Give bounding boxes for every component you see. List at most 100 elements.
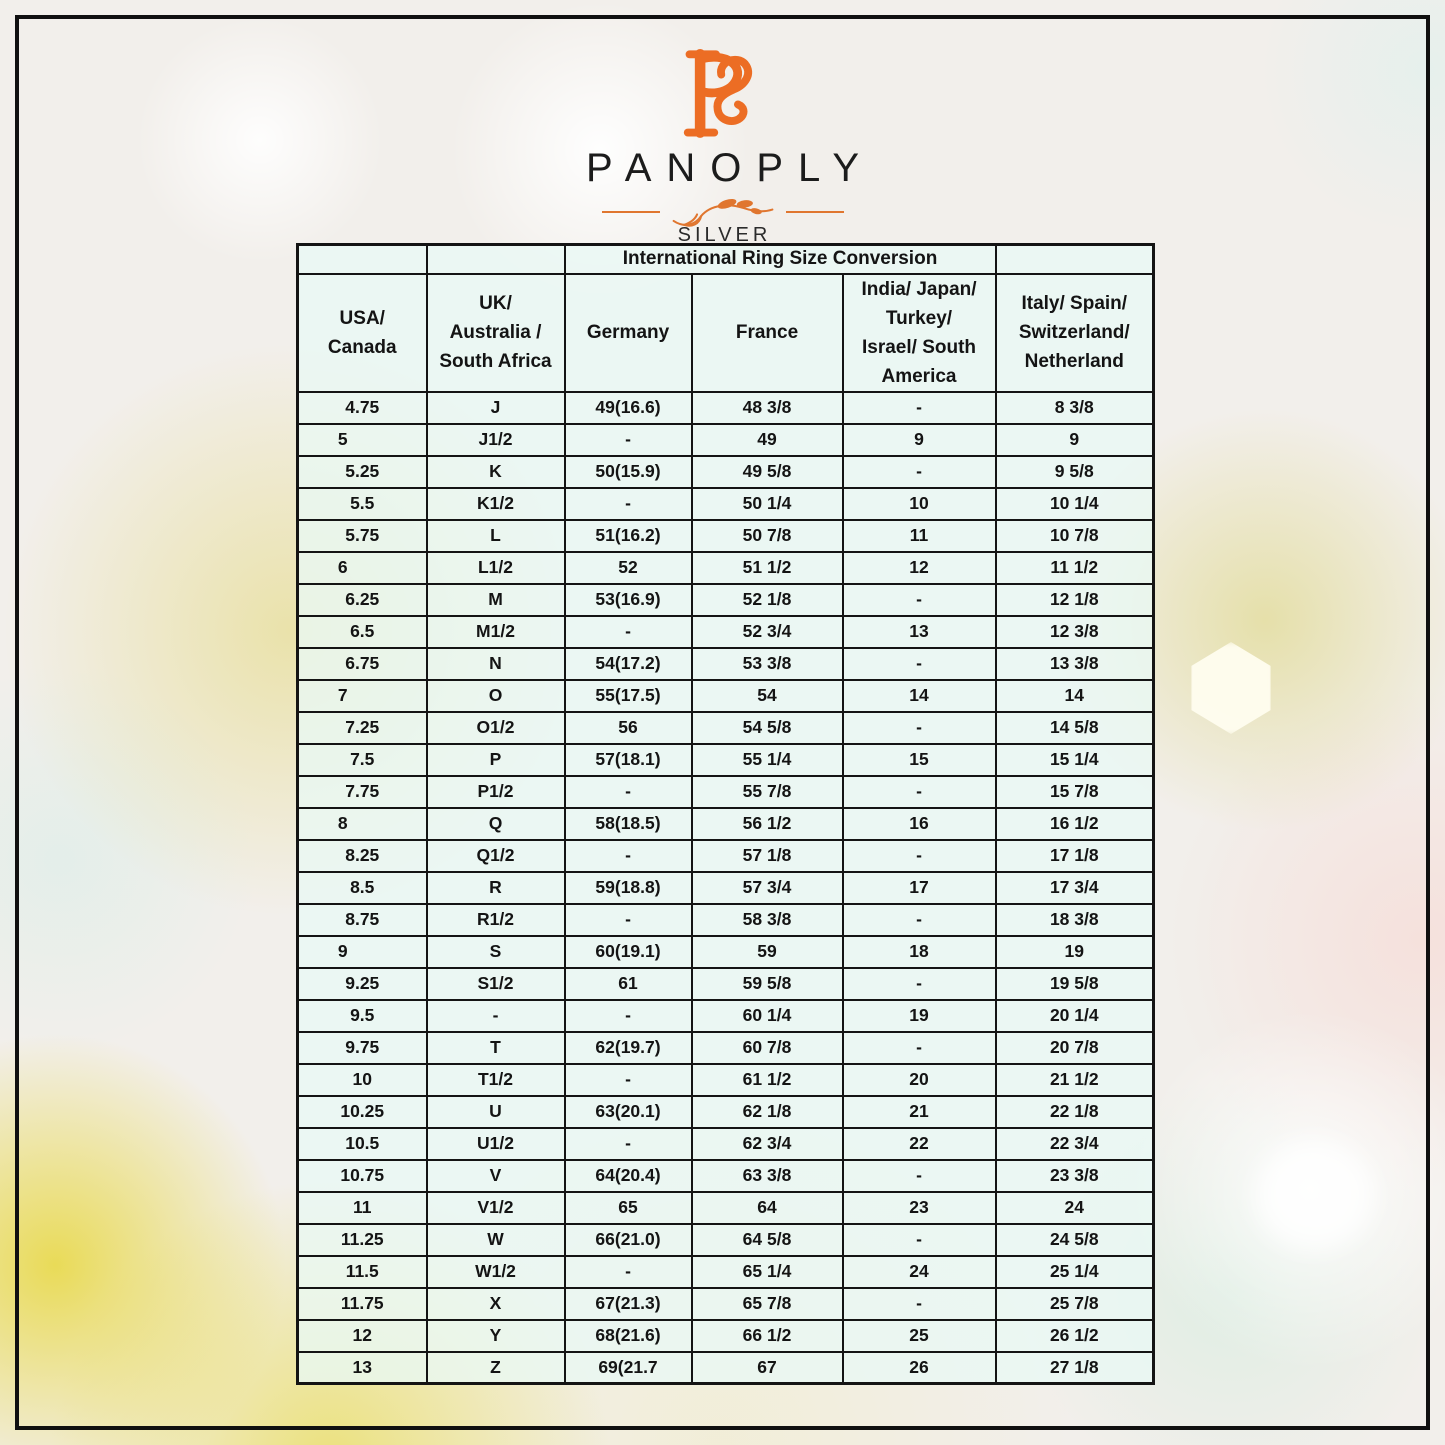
size-cell: 10 1/4 (994, 486, 1155, 521)
size-cell: - (563, 998, 693, 1033)
size-cell: - (563, 902, 693, 937)
size-cell: 12 (841, 550, 997, 585)
size-cell: 68(21.6) (563, 1318, 693, 1353)
column-header-uk-australia-south-africa: UK/ Australia / South Africa (425, 272, 566, 393)
size-cell: 9.5 (296, 998, 428, 1033)
size-cell: 50 1/4 (690, 486, 844, 521)
size-cell: 23 (841, 1190, 997, 1225)
size-cell: K1/2 (425, 486, 566, 521)
size-cell: Q1/2 (425, 838, 566, 873)
size-cell: 58 3/8 (690, 902, 844, 937)
size-cell: - (841, 838, 997, 873)
size-cell: 62 3/4 (690, 1126, 844, 1161)
divider-line-right (785, 211, 844, 213)
size-cell: 18 3/8 (994, 902, 1155, 937)
size-cell: 55(17.5) (563, 678, 693, 713)
size-cell: - (841, 582, 997, 617)
size-cell: 4.75 (296, 390, 428, 425)
column-header-france: France (690, 272, 844, 393)
size-cell: 10 7/8 (994, 518, 1155, 553)
size-cell: 5.75 (296, 518, 428, 553)
size-cell: 49 5/8 (690, 454, 844, 489)
size-cell: 25 (841, 1318, 997, 1353)
blank-cell (425, 243, 566, 275)
table-row: 9.75 T 62(19.7) 60 7/8-20 7/8 (296, 1030, 1155, 1065)
size-cell: 13 3/8 (994, 646, 1155, 681)
size-cell: 57(18.1) (563, 742, 693, 777)
size-cell: 14 5/8 (994, 710, 1155, 745)
table-row: 8.75 R1/2-58 3/8-18 3/8 (296, 902, 1155, 937)
size-cell: L (425, 518, 566, 553)
table-header-row: USA/ Canada UK/ Australia / South Africa… (296, 272, 1155, 393)
size-cell: 51(16.2) (563, 518, 693, 553)
size-cell: 20 1/4 (994, 998, 1155, 1033)
size-cell: 52 3/4 (690, 614, 844, 649)
table-row: 10.5 U1/2-62 3/4 22 22 3/4 (296, 1126, 1155, 1161)
size-cell: 8.25 (296, 838, 428, 873)
size-cell: 55 7/8 (690, 774, 844, 809)
size-cell: 54(17.2) (563, 646, 693, 681)
size-cell: 19 5/8 (994, 966, 1155, 1001)
size-cell: W (425, 1222, 566, 1257)
table-row: 7 O 55(17.5) 54 14 14 (296, 678, 1155, 713)
size-cell: 69(21.7 (563, 1350, 693, 1385)
table-row: 10.25 U 63(20.1) 62 1/8 21 22 1/8 (296, 1094, 1155, 1129)
size-cell: - (841, 1222, 997, 1257)
size-cell: - (425, 998, 566, 1033)
size-cell: J1/2 (425, 422, 566, 457)
size-cell: V (425, 1158, 566, 1193)
size-cell: 14 (994, 678, 1155, 713)
size-cell: 10.25 (296, 1094, 428, 1129)
bokeh-soft-highlight (1255, 1140, 1375, 1250)
size-cell: W1/2 (425, 1254, 566, 1289)
table-row: 5 J1/2-49 9 9 (296, 422, 1155, 457)
size-cell: 62(19.7) (563, 1030, 693, 1065)
size-cell: 19 (841, 998, 997, 1033)
size-cell: 20 7/8 (994, 1030, 1155, 1065)
ring-size-table: International Ring Size Conversion USA/ … (296, 243, 1156, 1385)
size-cell: - (841, 902, 997, 937)
size-cell: 5.5 (296, 486, 428, 521)
table-row: 12 Y 68(21.6) 66 1/2 25 26 1/2 (296, 1318, 1155, 1353)
size-cell: 23 3/8 (994, 1158, 1155, 1193)
size-cell: M (425, 582, 566, 617)
size-cell: T (425, 1030, 566, 1065)
size-cell: 52 (563, 550, 693, 585)
size-cell: 11.5 (296, 1254, 428, 1289)
size-cell: 8 3/8 (994, 390, 1155, 425)
size-cell: 63(20.1) (563, 1094, 693, 1129)
size-cell: 16 (841, 806, 997, 841)
size-cell: 49(16.6) (563, 390, 693, 425)
size-cell: 9 (994, 422, 1155, 457)
column-header-usa-canada: USA/ Canada (296, 272, 428, 393)
size-cell: Z (425, 1350, 566, 1385)
leaf-sprig-icon (672, 199, 773, 227)
size-cell: S (425, 934, 566, 969)
size-cell: 9.75 (296, 1030, 428, 1065)
table-row: 4.75 J 49(16.6) 48 3/8-8 3/8 (296, 390, 1155, 425)
size-cell: P1/2 (425, 774, 566, 809)
size-cell: Y (425, 1318, 566, 1353)
size-cell: 15 (841, 742, 997, 777)
size-cell: 12 1/8 (994, 582, 1155, 617)
size-cell: 53 3/8 (690, 646, 844, 681)
size-cell: 62 1/8 (690, 1094, 844, 1129)
table-title-row: International Ring Size Conversion (296, 243, 1155, 275)
size-cell: 56 (563, 710, 693, 745)
size-cell: 53(16.9) (563, 582, 693, 617)
table-row: 5.75 L 51(16.2) 50 7/8 11 10 7/8 (296, 518, 1155, 553)
size-cell: 19 (994, 934, 1155, 969)
size-cell: 13 (296, 1350, 428, 1385)
size-cell: 11 1/2 (994, 550, 1155, 585)
size-cell: 7.75 (296, 774, 428, 809)
size-cell: 49 (690, 422, 844, 457)
size-cell: S1/2 (425, 966, 566, 1001)
table-row: 5.5 K1/2-50 1/4 10 10 1/4 (296, 486, 1155, 521)
sub-brand: SILVER (677, 224, 772, 246)
size-cell: 61 (563, 966, 693, 1001)
table-row: 10.75 V 64(20.4) 63 3/8-23 3/8 (296, 1158, 1155, 1193)
size-cell: T1/2 (425, 1062, 566, 1097)
size-cell: O1/2 (425, 710, 566, 745)
size-cell: - (841, 1030, 997, 1065)
bokeh-hexagon-highlight (1191, 642, 1271, 734)
